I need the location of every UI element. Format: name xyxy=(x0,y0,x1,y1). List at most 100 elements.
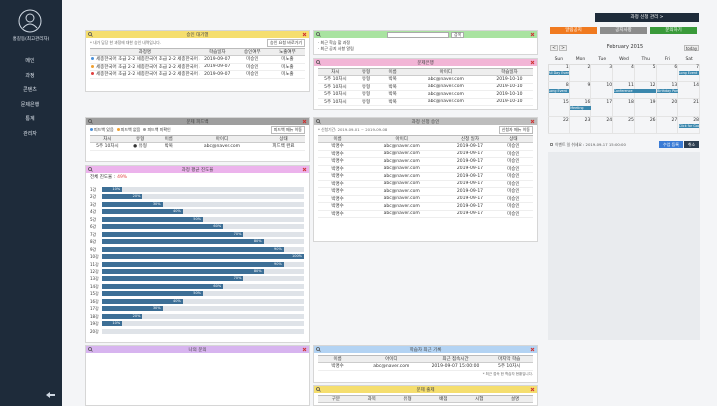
menu-item[interactable]: 과정 xyxy=(25,72,35,79)
cell-text: 박명수 xyxy=(331,159,344,165)
next-button[interactable]: > xyxy=(559,45,567,51)
button[interactable]: 승인 요청 바로가기 xyxy=(267,39,305,47)
recent-panel: 학습자 최근 기록 이름 아이디 최근 접속시간 마지막 학습 박명수 abc@naver.… xyxy=(313,345,538,383)
close-icon[interactable] xyxy=(530,32,535,37)
day-cell xyxy=(634,64,657,82)
bar: 30% xyxy=(102,306,163,312)
table-cell: abc@naver.com xyxy=(357,362,426,371)
button[interactable]: 피드백 메뉴 이동 xyxy=(270,126,305,134)
table-cell: 2019-09-17 xyxy=(446,202,494,211)
menu-item[interactable]: 관리자 xyxy=(23,131,37,137)
search-icon xyxy=(88,347,93,352)
close-icon[interactable] xyxy=(302,167,307,172)
table-cell: 5주 10차시 xyxy=(90,142,125,151)
bar-label: 16강 xyxy=(90,298,99,304)
table-cell: 유형 xyxy=(352,75,380,84)
cell-text: abc@naver.com xyxy=(383,166,420,172)
close-icon[interactable] xyxy=(530,387,535,392)
cell-text: 5주 10차시 xyxy=(324,99,347,105)
close-icon[interactable] xyxy=(530,347,535,352)
cancel-button[interactable]: 취소 xyxy=(684,141,699,148)
top-button[interactable]: 과정 신청 관리 > xyxy=(595,13,699,22)
search-input[interactable] xyxy=(387,31,449,38)
weekday: Mon xyxy=(575,57,586,62)
bar-label: 2강 xyxy=(90,194,97,200)
cell-text: 유형 xyxy=(361,77,371,83)
day-number: 1 xyxy=(565,65,569,70)
toolbar: 피드백 있음 피드백 없음 피드백 미확인 피드백 메뉴 이동 xyxy=(90,125,305,135)
cell-text: 미승인 xyxy=(246,72,259,78)
column-header: 아이디 xyxy=(357,355,426,363)
column-header: 승인여부 xyxy=(234,48,270,56)
prev-button[interactable]: < xyxy=(550,45,558,51)
calendar-event[interactable]: Long Event xyxy=(548,88,570,93)
menu-item[interactable]: 메인 xyxy=(25,58,35,64)
close-icon[interactable] xyxy=(302,347,307,352)
table-cell: 5주 10차시 xyxy=(485,362,533,371)
bank-panel: 문제은행 차시 유형 이름 아이디 학습일자 5주 10차시 유형 박복 abc@naver.co… xyxy=(313,58,538,110)
bar: 60% xyxy=(102,283,224,289)
bar-value-label: 70% xyxy=(233,231,242,236)
calendar-event[interactable]: Conference xyxy=(613,88,657,93)
day-cell xyxy=(634,116,657,134)
quick-button[interactable]: 알림공지 xyxy=(550,27,597,34)
calendar-event[interactable]: All Day Event xyxy=(548,71,570,75)
table-cell: abc@naver.com xyxy=(357,180,447,188)
table-row: 박명수 abc@naver.com 2019-09-17 미승인 xyxy=(318,157,533,166)
bar-value-label: 90% xyxy=(274,261,282,266)
table-cell: 2019-09-07 xyxy=(199,70,235,79)
calendar-event[interactable]: Meeting xyxy=(570,106,591,110)
quick-button[interactable]: 문의하기 xyxy=(650,27,697,34)
button[interactable]: 신청자 메뉴 이동 xyxy=(498,126,533,134)
calendar-event[interactable]: Long Event xyxy=(678,71,700,75)
cell-text: 2019-09-07 xyxy=(204,56,231,62)
bar-label: 11강 xyxy=(90,261,99,267)
close-icon[interactable] xyxy=(530,60,535,65)
menu-item[interactable]: 콘텐츠 xyxy=(23,87,37,94)
cell-text: 세종한국어 초급 2-2 세종한국어 초급 2-2 세종한국어 초급 2-2 xyxy=(96,57,200,63)
cell-text: 미승인 xyxy=(246,64,259,70)
bar-label: 9강 xyxy=(90,246,97,252)
bar: 10% xyxy=(102,187,123,192)
close-icon[interactable] xyxy=(302,119,307,124)
column-header: 배점 xyxy=(425,395,462,403)
cell-text: abc@naver.com xyxy=(427,76,464,82)
weekday: Sat xyxy=(685,57,693,62)
quick-button[interactable]: 공지사항 xyxy=(600,27,647,34)
table-cell: 2019-09-07 15:00:00 xyxy=(425,362,486,371)
save-button[interactable]: 수업 등록 xyxy=(659,141,683,148)
table-cell: abc@naver.com xyxy=(357,210,447,218)
day-number: 13 xyxy=(671,82,678,88)
table-cell: 미승인 xyxy=(234,55,270,64)
day-number: 23 xyxy=(584,117,591,123)
bar-label: 17강 xyxy=(90,306,99,312)
close-icon[interactable] xyxy=(302,32,307,37)
day-cell xyxy=(591,64,614,82)
column-header: 유형 xyxy=(389,395,426,403)
search-button[interactable]: 검색 xyxy=(451,31,464,38)
check-label: 이벤트 일 쉬세요 : 2019-09-17 15:00:00 xyxy=(555,142,626,147)
menu-item[interactable]: 통계 xyxy=(25,116,35,123)
cell-text: 박명수 xyxy=(331,204,344,210)
avatar xyxy=(18,9,42,33)
checkbox[interactable] xyxy=(550,143,553,146)
cell-text: 2019-09-07 xyxy=(204,71,231,77)
collapse-icon[interactable] xyxy=(45,391,57,399)
table-row: 박명수 abc@naver.com 2019-09-07 15:00:00 5주 10… xyxy=(318,362,533,371)
calendar-event[interactable]: Click for Goo xyxy=(678,123,700,128)
column-header: 유형 xyxy=(352,68,380,76)
table-row: 세종한국어 초급 2-2 세종한국어 초급 2-2 세종한국어 초급 2-2 20… xyxy=(90,70,305,79)
cell-text: 2019-10-10 xyxy=(496,76,523,82)
today-button[interactable]: today xyxy=(684,45,699,51)
bar-value-label: 70% xyxy=(233,276,242,281)
bar-value-label: 100% xyxy=(291,254,302,259)
panel-header: 학습자 최근 기록 xyxy=(314,346,537,353)
close-icon[interactable] xyxy=(530,119,535,124)
table-row: 세종한국어 초급 2-2 세종한국어 초급 2-2 세종한국어 초급 2-2 20… xyxy=(90,55,305,64)
menu-item[interactable]: 문제은행 xyxy=(20,101,40,108)
calendar-event[interactable]: Birthday Party xyxy=(657,88,678,93)
header-row: 과정명 학습일자 승인여부 노출여부 xyxy=(90,48,305,56)
legend-label: 피드백 없음 xyxy=(120,127,141,132)
cell-text: 미승인 xyxy=(507,181,520,187)
table-cell: 세종한국어 초급 2-2 세종한국어 초급 2-2 세종한국어 초급 2-2 xyxy=(90,63,200,71)
